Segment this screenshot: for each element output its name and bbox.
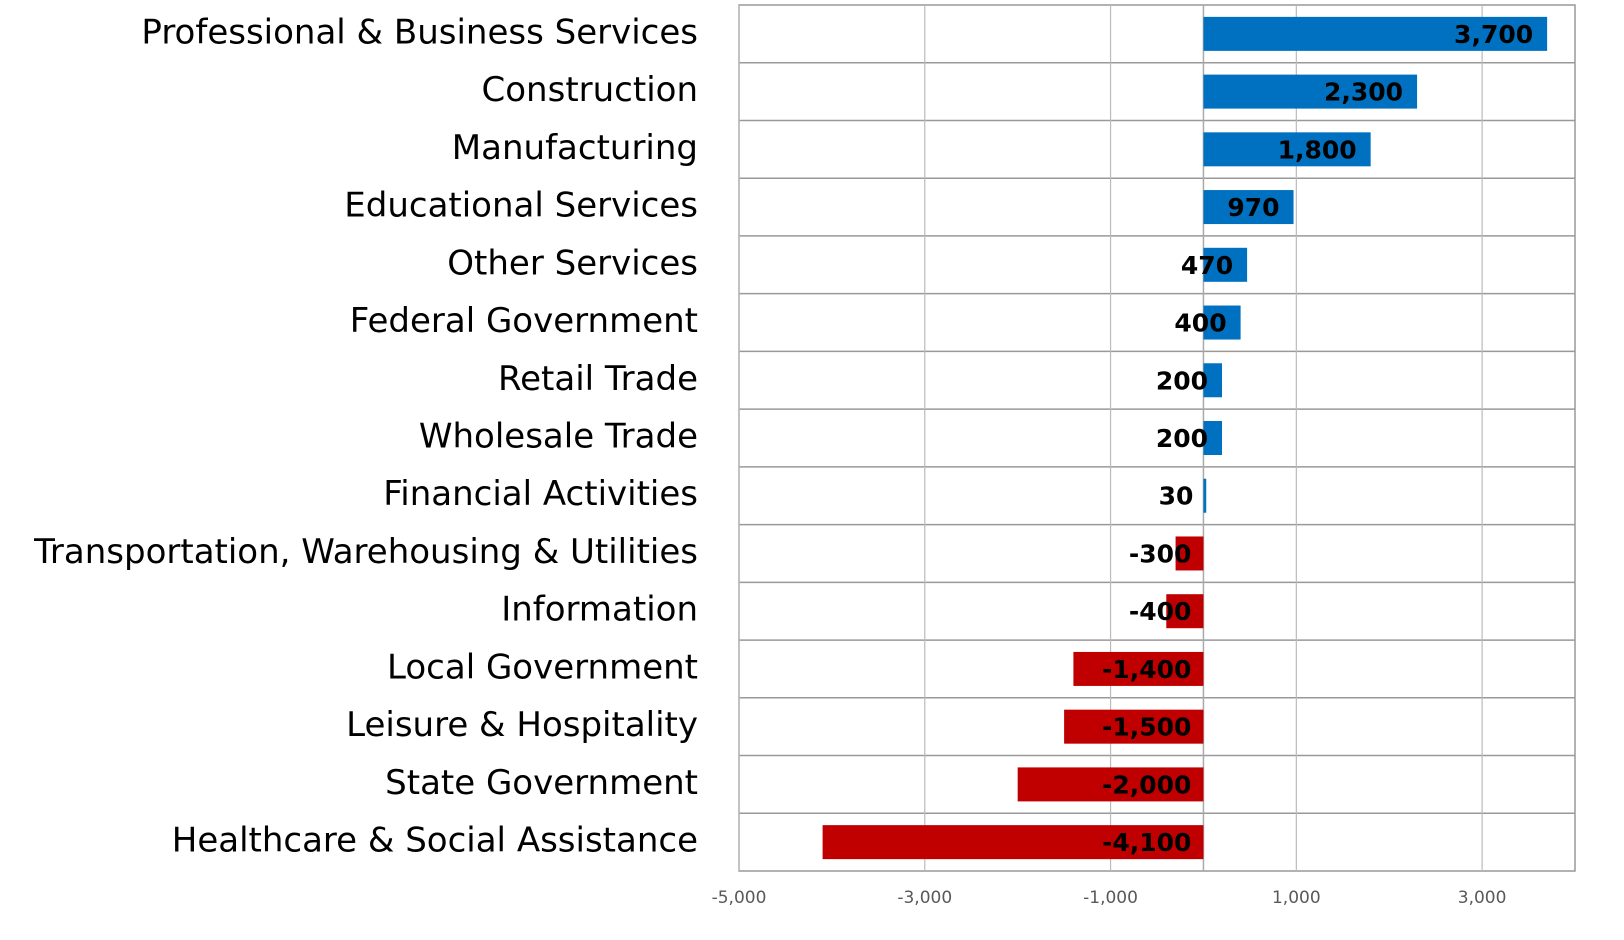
bar xyxy=(1203,247,1248,282)
value-label: 30 xyxy=(1159,482,1194,511)
category-label: Educational Services xyxy=(344,186,698,226)
x-tick-label: -1,000 xyxy=(1083,888,1138,908)
value-label: 400 xyxy=(1174,309,1226,338)
category-label: Leisure & Hospitality xyxy=(346,705,698,745)
bar xyxy=(1073,651,1204,686)
bar xyxy=(1203,16,1548,51)
category-label: Construction xyxy=(482,70,698,110)
category-label: Wholesale Trade xyxy=(419,417,698,457)
category-label: Federal Government xyxy=(350,301,698,341)
value-label: 970 xyxy=(1227,193,1279,222)
category-label: State Government xyxy=(385,763,698,803)
bar xyxy=(1203,190,1294,225)
x-tick-label: -3,000 xyxy=(897,888,952,908)
x-tick-label: 3,000 xyxy=(1458,888,1507,908)
bar xyxy=(1175,536,1204,571)
value-label: -2,000 xyxy=(1102,770,1191,799)
value-label: -1,500 xyxy=(1102,713,1191,742)
bar xyxy=(1203,478,1207,513)
category-label: Information xyxy=(501,590,698,630)
category-label: Other Services xyxy=(447,243,698,283)
x-tick-label: -5,000 xyxy=(712,888,767,908)
bar xyxy=(822,825,1204,860)
value-label: 200 xyxy=(1156,424,1208,453)
bar xyxy=(1203,132,1371,167)
value-label: -400 xyxy=(1129,597,1192,626)
category-label: Manufacturing xyxy=(452,128,698,168)
bar xyxy=(1166,594,1204,629)
category-label: Local Government xyxy=(387,647,698,687)
value-label: 470 xyxy=(1181,251,1233,280)
value-label: -1,400 xyxy=(1102,655,1191,684)
x-tick-label: 1,000 xyxy=(1272,888,1321,908)
value-label: -4,100 xyxy=(1102,828,1191,857)
category-label: Retail Trade xyxy=(498,359,698,399)
bar xyxy=(1203,363,1223,398)
bar xyxy=(1203,305,1241,340)
category-label: Professional & Business Services xyxy=(141,12,698,52)
value-label: -300 xyxy=(1129,539,1192,568)
bar xyxy=(1017,767,1204,802)
value-label: 1,800 xyxy=(1278,135,1357,164)
category-label: Financial Activities xyxy=(383,474,698,514)
bar xyxy=(1064,709,1204,744)
category-label: Healthcare & Social Assistance xyxy=(172,821,698,861)
value-label: 2,300 xyxy=(1324,78,1403,107)
value-label: 200 xyxy=(1156,366,1208,395)
value-label: 3,700 xyxy=(1454,20,1533,49)
bar xyxy=(1203,421,1223,455)
bar xyxy=(1203,74,1418,109)
category-label: Transportation, Warehousing & Utilities xyxy=(33,532,698,572)
